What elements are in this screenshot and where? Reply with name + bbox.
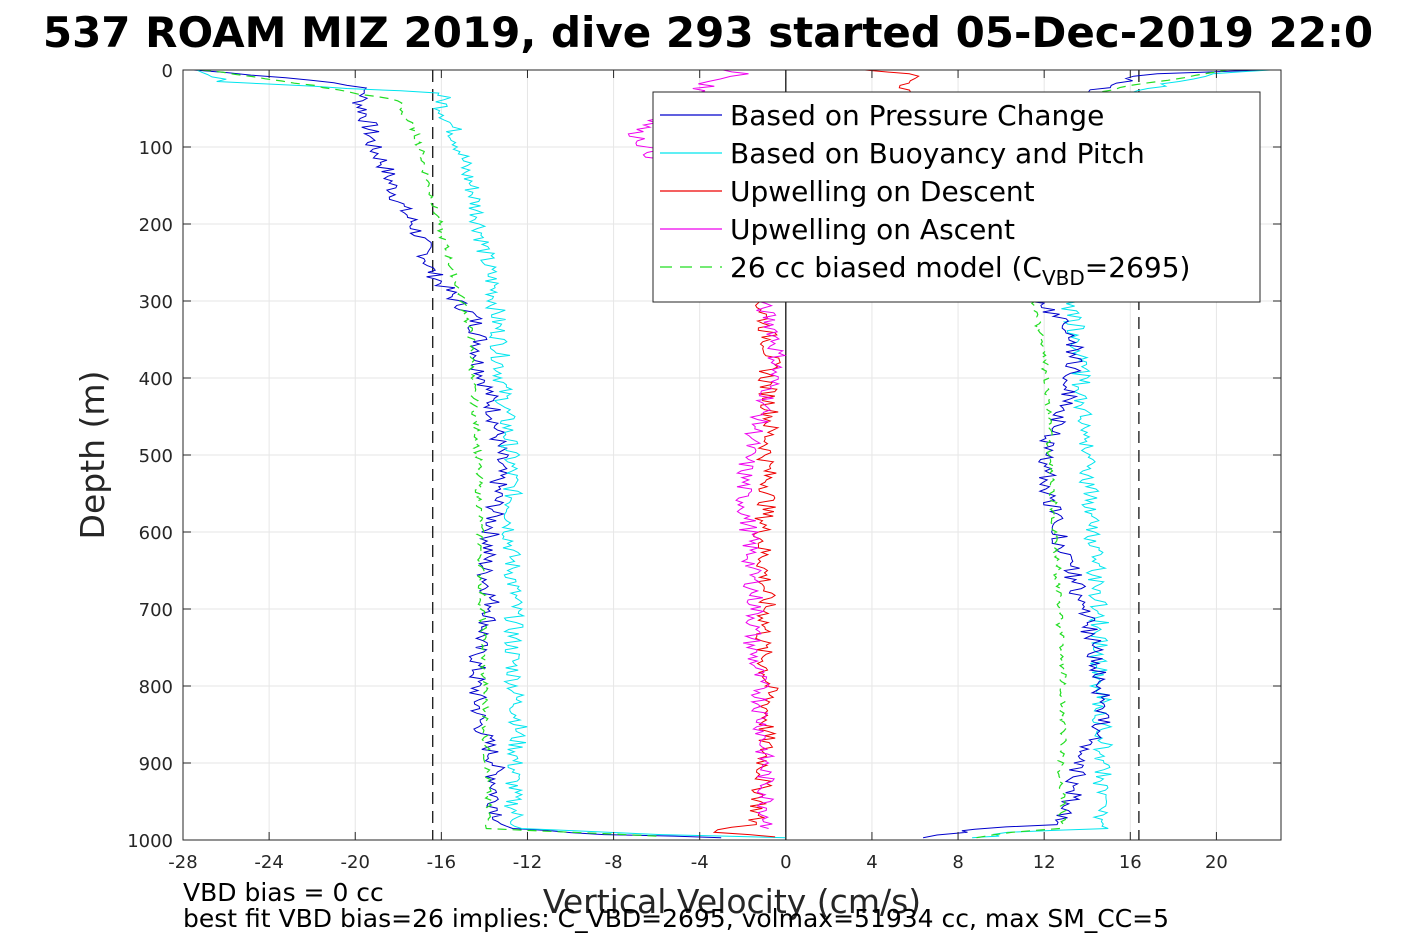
legend-box [652, 91, 1261, 303]
y-tick-label: 800 [139, 677, 173, 698]
x-tick-label: -16 [427, 852, 456, 873]
y-axis-ticks: 0 100 200 300 400 500 600 700 800 900 1000 [127, 61, 1281, 852]
y-tick-label: 200 [139, 215, 173, 236]
x-tick-label: -4 [691, 852, 709, 873]
series-line-2 [201, 70, 657, 837]
y-axis-label: Depth (m) [73, 371, 112, 540]
x-tick-label: 8 [952, 852, 963, 873]
x-tick-label: 0 [780, 852, 791, 873]
x-tick-label: 20 [1205, 852, 1228, 873]
x-tick-label: -8 [605, 852, 623, 873]
x-tick-label: -12 [513, 852, 542, 873]
x-tick-label: -28 [168, 852, 197, 873]
y-tick-label: 400 [139, 369, 173, 390]
y-tick-label: 900 [139, 754, 173, 775]
y-tick-label: 700 [139, 600, 173, 621]
y-tick-label: 100 [139, 138, 173, 159]
legend-label: Based on Buoyancy and Pitch [730, 137, 1145, 170]
series-line-1 [196, 70, 786, 839]
y-tick-label: 1000 [127, 831, 173, 852]
y-tick-label: 500 [139, 446, 173, 467]
legend-label: 26 cc biased model (CVBD=2695) [730, 251, 1190, 290]
legend-label: Upwelling on Ascent [730, 213, 1015, 246]
x-tick-label: -20 [341, 852, 370, 873]
x-tick-label: 16 [1119, 852, 1142, 873]
x-tick-label: 12 [1033, 852, 1056, 873]
legend-label: Upwelling on Descent [730, 175, 1035, 208]
best-fit-text: best fit VBD bias=26 implies: C_VBD=2695… [183, 904, 1170, 933]
series-line-0 [193, 70, 722, 839]
x-axis-ticks: -28 -24 -20 -16 -12 -8 -4 0 4 8 12 16 20 [168, 70, 1228, 873]
y-tick-label: 300 [139, 292, 173, 313]
y-tick-label: 600 [139, 523, 173, 544]
x-axis-label: Vertical Velocity (cm/s) [543, 882, 921, 921]
legend: Based on Pressure Change Based on Buoyanc… [652, 91, 1261, 303]
vbd-bias-text: VBD bias = 0 cc [183, 878, 384, 907]
chart-title: 537 ROAM MIZ 2019, dive 293 started 05-D… [43, 8, 1373, 57]
legend-label: Based on Pressure Change [730, 99, 1104, 132]
x-tick-label: 4 [866, 852, 877, 873]
x-tick-label: -24 [254, 852, 283, 873]
y-tick-label: 0 [162, 61, 173, 82]
